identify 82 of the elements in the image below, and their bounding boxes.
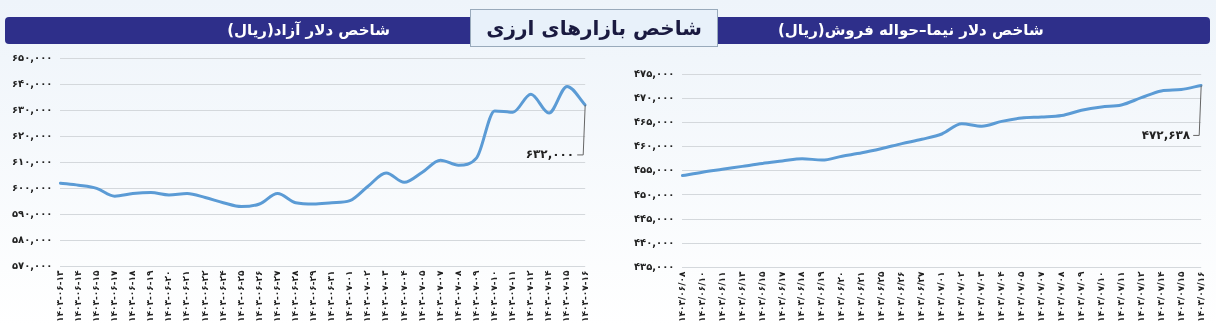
x-tick-label: ۱۴۰۳/۰۶/۱۹ xyxy=(816,270,827,323)
y-tick-label: ۴۵۰,۰۰۰ xyxy=(634,188,675,200)
y-tick-label: ۵۹۰,۰۰۰ xyxy=(12,208,53,220)
x-tick-label: ۱۴۰۳/۰۶/۱۵ xyxy=(756,270,767,323)
x-tick-label: ۱۴۰۳-۰۷-۰۱ xyxy=(344,270,355,323)
x-tick-label: ۱۴۰۳-۰۶-۲۵ xyxy=(235,270,246,323)
x-tick-label: ۱۴۰۳/۰۷/۰۱ xyxy=(936,271,947,323)
x-tick-label: ۱۴۰۳/۰۷/۱۴ xyxy=(1155,270,1166,323)
x-tick-label: ۱۴۰۳-۰۷-۱۵ xyxy=(561,270,572,323)
x-tick-label: ۱۴۰۳-۰۶-۲۴ xyxy=(217,270,228,323)
x-tick-label: ۱۴۰۳-۰۶-۱۷ xyxy=(109,270,120,323)
y-tick-label: ۴۷۵,۰۰۰ xyxy=(634,67,675,79)
x-tick-label: ۱۴۰۳-۰۷-۰۷ xyxy=(434,270,445,323)
x-tick-label: ۱۴۰۳-۰۶-۱۳ xyxy=(54,270,65,323)
x-tick-label: ۱۴۰۳/۰۷/۰۴ xyxy=(996,270,1007,323)
x-tick-label: ۱۴۰۳-۰۶-۱۴ xyxy=(72,270,83,323)
y-tick-label: ۶۵۰,۰۰۰ xyxy=(12,51,53,63)
y-tick-label: ۶۳۰,۰۰۰ xyxy=(12,103,53,115)
x-tick-label: ۱۴۰۳-۰۷-۰۴ xyxy=(398,270,409,323)
text: شاخص بازارهای ارزی xyxy=(470,9,718,47)
x-tick-label: ۱۴۰۳-۰۶-۲۲ xyxy=(199,270,210,323)
line-series xyxy=(680,83,1203,178)
chart-title: شاخص دلار آزاد(ریال) xyxy=(227,20,390,41)
y-tick-label: ۵۸۰,۰۰۰ xyxy=(12,234,53,246)
x-tick-label: ۱۴۰۳/۰۷/۱۵ xyxy=(1175,270,1186,323)
x-tick-label: ۱۴۰۳-۰۶-۲۹ xyxy=(308,270,319,323)
x-tick-label: ۱۴۰۳-۰۶-۲۶ xyxy=(253,270,264,323)
x-tick-label: ۱۴۰۳/۰۶/۱۰ xyxy=(696,271,707,323)
x-tick-label: ۱۴۰۳-۰۶-۲۰ xyxy=(163,270,174,323)
x-tick-label: ۱۴۰۳/۰۷/۰۲ xyxy=(956,270,967,323)
x-tick-label: ۱۴۰۳/۰۷/۰۳ xyxy=(976,270,987,323)
y-tick-label: ۴۵۵,۰۰۰ xyxy=(634,164,675,176)
x-tick-label: ۱۴۰۳-۰۶-۳۱ xyxy=(326,270,337,323)
x-tick-label: ۱۴۰۳/۰۷/۰۵ xyxy=(1015,270,1026,323)
y-tick-label: ۴۷۰,۰۰۰ xyxy=(634,91,675,103)
x-tick-label: ۱۴۰۳/۰۷/۰۹ xyxy=(1075,270,1086,323)
y-tick-label: ۶۲۰,۰۰۰ xyxy=(12,129,53,141)
x-tick-label: ۱۴۰۳/۰۷/۱۰ xyxy=(1095,271,1106,323)
x-tick-label: ۱۴۰۳/۰۷/۱۲ xyxy=(1135,270,1146,323)
x-tick-label: ۱۴۰۳-۰۷-۱۱ xyxy=(507,270,518,323)
x-tick-label: ۱۴۰۳/۰۶/۰۸ xyxy=(676,270,687,323)
x-tick-label: ۱۴۰۳-۰۶-۲۷ xyxy=(271,270,282,323)
x-tick-label: ۱۴۰۳-۰۷-۱۶ xyxy=(579,270,590,323)
annotation: ۴۷۲,۶۳۸ xyxy=(1141,127,1191,142)
y-tick-label: ۶۰۰,۰۰۰ xyxy=(12,181,53,193)
y-tick-label: ۴۴۰,۰۰۰ xyxy=(634,236,675,248)
y-tick-label: ۴۴۵,۰۰۰ xyxy=(634,212,675,224)
x-tick-label: ۱۴۰۳/۰۷/۰۷ xyxy=(1035,270,1046,323)
x-tick-label: ۱۴۰۳-۰۶-۱۵ xyxy=(90,270,101,323)
y-tick-label: ۴۳۵,۰۰۰ xyxy=(634,261,675,273)
x-tick-label: ۱۴۰۳-۰۷-۱۰ xyxy=(489,270,500,323)
x-tick-label: ۱۴۰۳-۰۶-۱۹ xyxy=(145,270,156,323)
x-tick-label: ۱۴۰۳/۰۷/۱۶ xyxy=(1195,271,1206,323)
x-tick-label: ۱۴۰۳-۰۷-۰۲ xyxy=(362,270,373,323)
x-tick-label: ۱۴۰۳-۰۷-۱۴ xyxy=(543,270,554,323)
x-tick-label: ۱۴۰۳-۰۷-۰۹ xyxy=(470,270,481,323)
x-tick-label: ۱۴۰۳-۰۷-۰۳ xyxy=(380,270,391,323)
x-tick-label: ۱۴۰۳-۰۶-۲۱ xyxy=(181,270,192,323)
y-tick-label: ۵۷۰,۰۰۰ xyxy=(12,260,53,272)
x-tick-label: ۱۴۰۳/۰۶/۲۶ xyxy=(896,271,907,323)
x-tick-label: ۱۴۰۳-۰۷-۰۵ xyxy=(416,270,427,323)
y-tick-label: ۶۴۰,۰۰۰ xyxy=(12,77,53,89)
x-tick-label: ۱۴۰۳-۰۶-۱۸ xyxy=(127,270,138,323)
x-tick-label: ۱۴۰۳/۰۶/۱۷ xyxy=(776,270,787,323)
x-tick-label: ۱۴۰۳/۰۶/۱۱ xyxy=(716,271,727,323)
x-tick-label: ۱۴۰۳-۰۷-۱۲ xyxy=(525,270,536,323)
x-tick-label: ۱۴۰۳/۰۷/۱۱ xyxy=(1115,271,1126,323)
x-tick-label: ۱۴۰۳/۰۶/۲۰ xyxy=(836,271,847,323)
y-tick-label: ۴۶۵,۰۰۰ xyxy=(634,115,675,127)
y-tick-label: ۴۶۰,۰۰۰ xyxy=(634,140,675,152)
chart-title: شاخص دلار نیما–حواله فروش(ریال) xyxy=(778,20,1044,41)
line-series xyxy=(58,84,587,209)
x-tick-label: ۱۴۰۳-۰۶-۲۸ xyxy=(290,270,301,323)
x-tick-label: ۱۴۰۳/۰۶/۲۷ xyxy=(916,270,927,323)
x-tick-label: ۱۴۰۳-۰۷-۰۸ xyxy=(452,270,463,323)
x-tick-label: ۱۴۰۳/۰۶/۲۵ xyxy=(876,270,887,323)
x-tick-label: ۱۴۰۳/۰۷/۰۸ xyxy=(1055,270,1066,323)
annotation: ۶۳۲,۰۰۰ xyxy=(525,147,575,162)
y-tick-label: ۶۱۰,۰۰۰ xyxy=(12,155,53,167)
x-tick-label: ۱۴۰۳/۰۶/۲۱ xyxy=(856,271,867,323)
x-tick-label: ۱۴۰۳/۰۶/۱۳ xyxy=(736,270,747,323)
x-tick-label: ۱۴۰۳/۰۶/۱۸ xyxy=(796,270,807,323)
